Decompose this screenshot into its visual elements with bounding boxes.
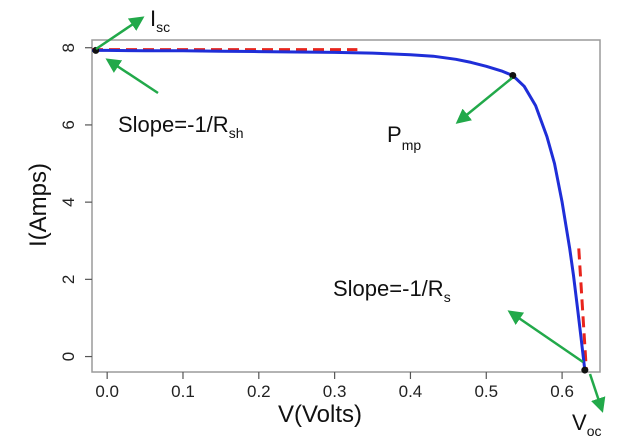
isc-label: Isc bbox=[150, 6, 170, 35]
x-tick-label: 0.2 bbox=[247, 382, 271, 401]
x-axis: 0.0 0.1 0.2 0.3 0.4 0.5 0.6 bbox=[95, 372, 574, 401]
voc-arrow bbox=[588, 373, 606, 413]
y-tick-label: 6 bbox=[59, 120, 78, 129]
y-tick-label: 8 bbox=[59, 43, 78, 52]
voc-point bbox=[581, 366, 589, 374]
voc-label: Voc bbox=[572, 410, 601, 437]
rs-tangent-line bbox=[577, 248, 588, 371]
y-tick-label: 2 bbox=[59, 275, 78, 284]
y-axis: 0 2 4 6 8 bbox=[59, 43, 92, 361]
y-tick-label: 0 bbox=[59, 352, 78, 361]
pmp-arrow bbox=[455, 77, 513, 124]
annotation-arrows bbox=[95, 16, 606, 413]
reference-lines bbox=[92, 48, 588, 371]
iv-curve-line bbox=[92, 48, 587, 371]
x-tick-label: 0.1 bbox=[171, 382, 195, 401]
x-tick-label: 0.6 bbox=[550, 382, 574, 401]
pmp-label: Pmp bbox=[387, 122, 421, 153]
x-tick-label: 0.0 bbox=[95, 382, 119, 401]
key-points bbox=[92, 46, 589, 374]
rs-slope-label: Slope=-1/Rs bbox=[333, 276, 451, 305]
rsh-slope-label: Slope=-1/Rsh bbox=[118, 112, 243, 141]
x-tick-label: 0.5 bbox=[474, 382, 498, 401]
isc-arrow bbox=[95, 16, 145, 51]
rs-arrow bbox=[507, 310, 584, 364]
plot-frame bbox=[91, 39, 601, 373]
x-axis-title: V(Volts) bbox=[278, 401, 362, 428]
y-tick-label: 4 bbox=[59, 197, 78, 206]
y-axis-title: I(Amps) bbox=[25, 163, 52, 247]
rsh-arrow bbox=[105, 58, 159, 95]
x-tick-label: 0.4 bbox=[399, 382, 423, 401]
x-tick-label: 0.3 bbox=[323, 382, 347, 401]
series-group bbox=[92, 48, 587, 371]
